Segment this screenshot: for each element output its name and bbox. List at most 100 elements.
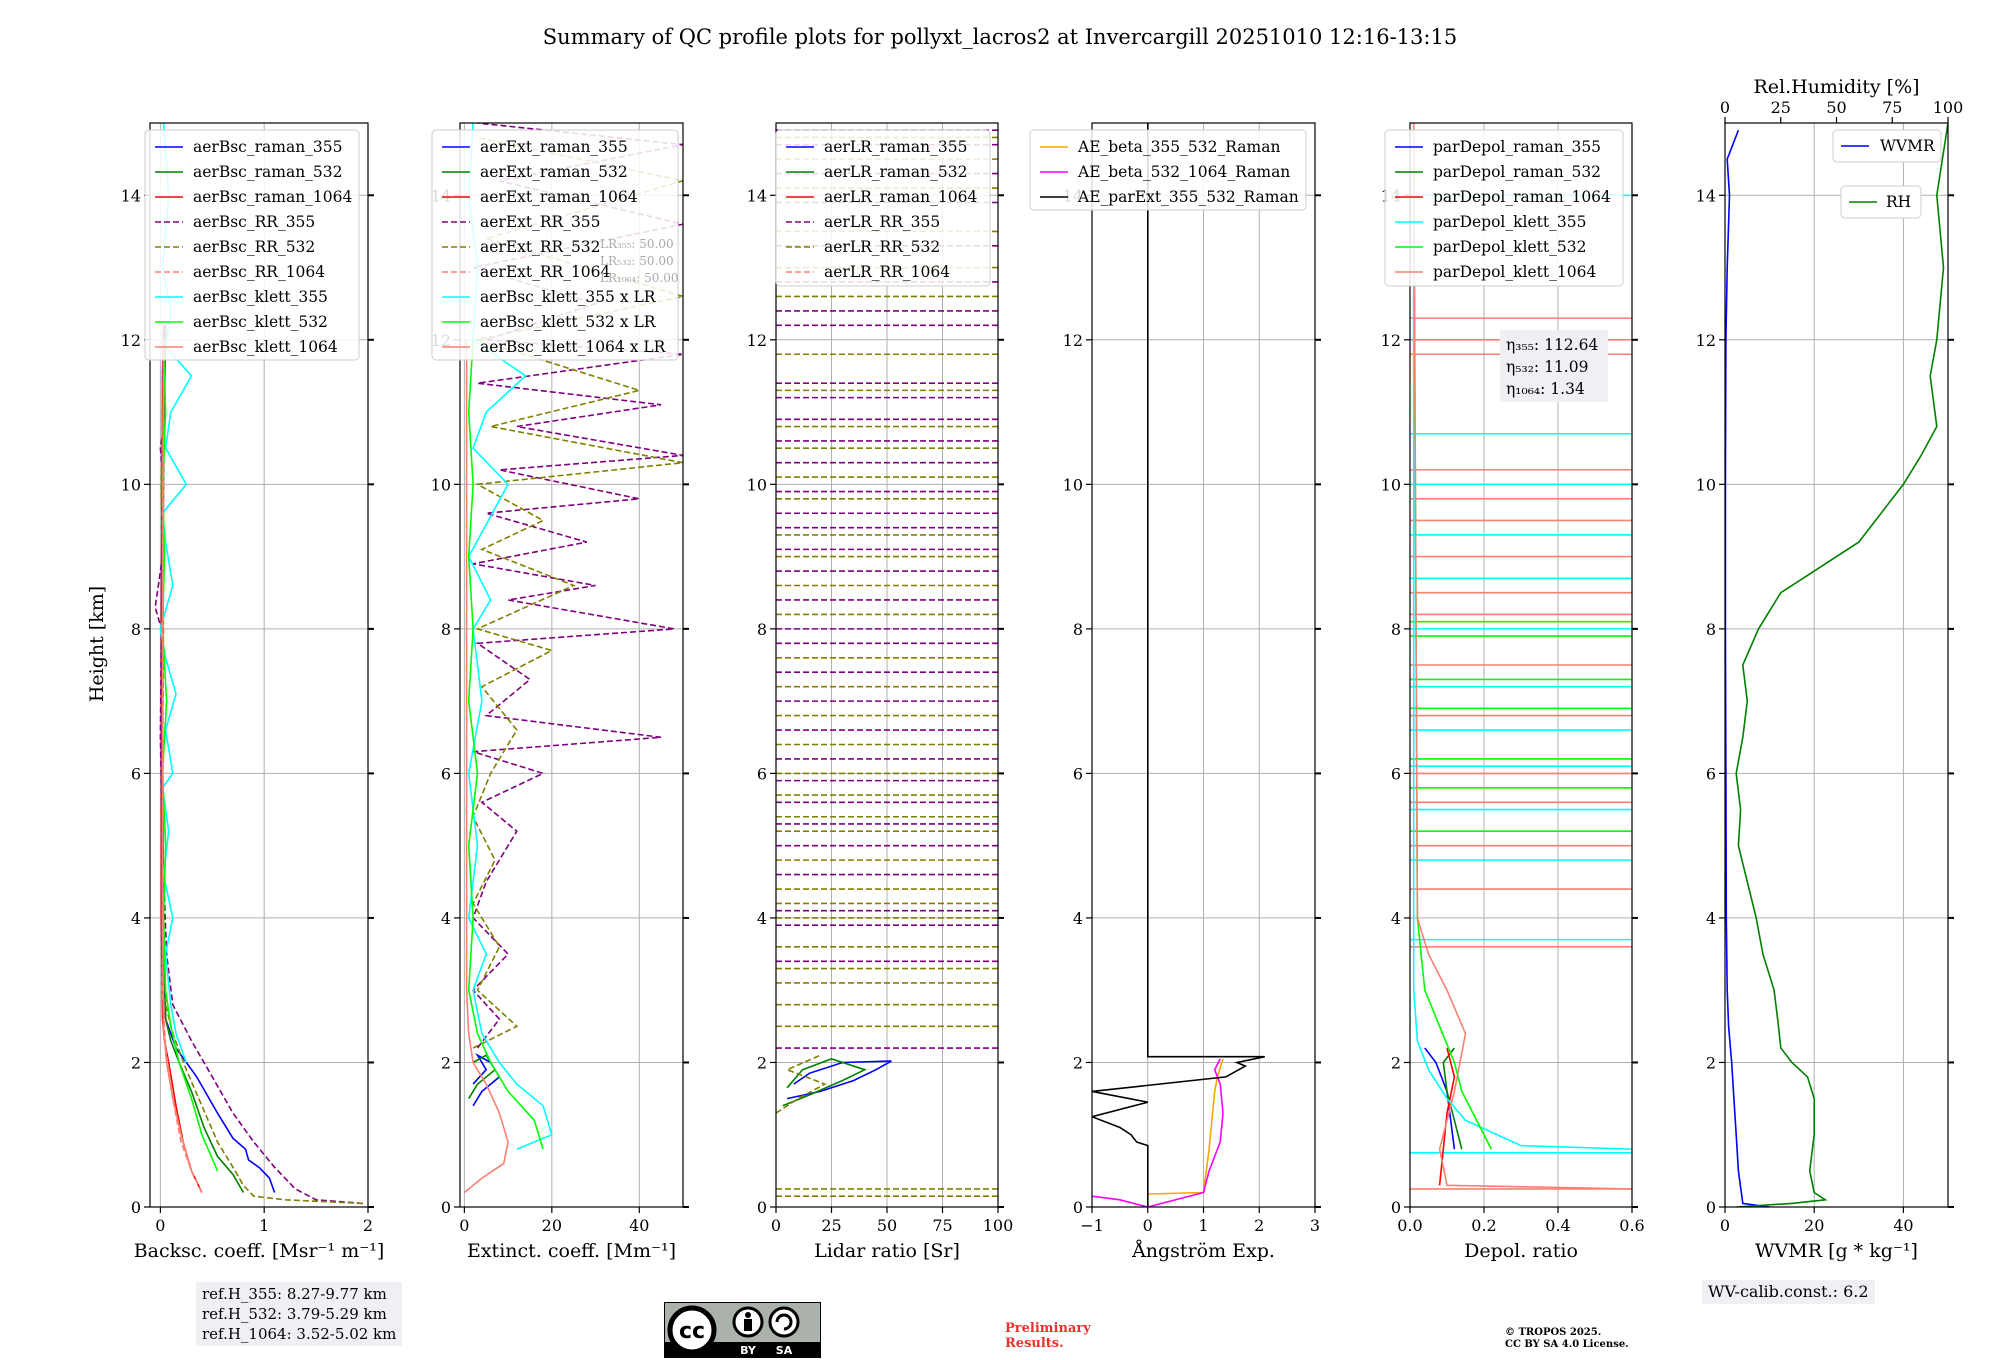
legend-entry: aerBsc_raman_1064 bbox=[193, 188, 353, 206]
legend-entry: aerLR_raman_1064 bbox=[824, 188, 977, 206]
y-tick-label: 10 bbox=[747, 475, 767, 494]
series-parDepol_raman_1064 bbox=[1438, 1047, 1456, 1186]
series-aerBsc_klett_532 x LR bbox=[467, 339, 544, 1150]
x-tick-label: 2 bbox=[1254, 1216, 1264, 1235]
ref-height-532: ref.H_532: 3.79-5.29 km bbox=[202, 1305, 387, 1323]
y-tick-label: 12 bbox=[121, 331, 141, 350]
legend-entry: aerBsc_RR_532 bbox=[193, 238, 315, 256]
legend-rh: RH bbox=[1840, 185, 1922, 219]
panel-lr: 0 2 4 6 8 10 12 14 0 25 50 75 100 Lidar ratio [Sr] aer… bbox=[747, 122, 1013, 1262]
top-tick-label: 75 bbox=[1882, 98, 1902, 117]
legend-entry: aerBsc_RR_355 bbox=[193, 213, 315, 231]
y-tick-label: 4 bbox=[1073, 909, 1083, 928]
x-tick-label: 75 bbox=[932, 1216, 952, 1235]
x-tick-label: 50 bbox=[877, 1216, 897, 1235]
legend-box bbox=[431, 129, 679, 361]
y-tick-label: 10 bbox=[1696, 475, 1716, 494]
y-tick-label: 2 bbox=[441, 1053, 451, 1072]
y-tick-label: 0 bbox=[757, 1198, 767, 1217]
x-tick-label: 0 bbox=[771, 1216, 781, 1235]
x-tick-label: 0 bbox=[1143, 1216, 1153, 1235]
y-tick-label: 8 bbox=[1706, 620, 1716, 639]
x-tick-label: 0.6 bbox=[1619, 1216, 1644, 1235]
y-tick-label: 2 bbox=[131, 1053, 141, 1072]
x-tick-label: 25 bbox=[821, 1216, 841, 1235]
top-tick-label: 50 bbox=[1826, 98, 1846, 117]
wv-calib-constant: WV-calib.const.: 6.2 bbox=[1708, 1282, 1869, 1301]
top-tick-label: 25 bbox=[1771, 98, 1791, 117]
legend-entry: aerExt_raman_355 bbox=[480, 138, 628, 156]
share-alike-icon bbox=[768, 1306, 800, 1338]
x-axis-label: WVMR [g * kg⁻¹] bbox=[1755, 1240, 1918, 1262]
x-tick-label: 40 bbox=[1893, 1216, 1913, 1235]
plot-area bbox=[1092, 123, 1265, 1207]
y-tick-label: 10 bbox=[431, 475, 451, 494]
y-tick-label: 0 bbox=[131, 1198, 141, 1217]
legend-entry: aerLR_raman_355 bbox=[824, 138, 967, 156]
panel-ext: 0246810121402040Extinct. coeff. [Mm⁻¹]ae… bbox=[431, 122, 689, 1262]
legend-entry: aerBsc_klett_355 x LR bbox=[480, 288, 657, 306]
series-WVMR bbox=[1725, 129, 1770, 1207]
series-parDepol_klett_532 bbox=[1412, 123, 1493, 1150]
cc-icon bbox=[667, 1305, 717, 1355]
series-aerBsc_RR_355 bbox=[154, 325, 363, 1205]
y-tick-label: 2 bbox=[1391, 1053, 1401, 1072]
series-aerBsc_klett_355 x LR bbox=[467, 123, 553, 1150]
x-tick-label: 20 bbox=[1804, 1216, 1824, 1235]
series-aerBsc_klett_532 bbox=[161, 339, 219, 1172]
legend-entry: aerBsc_klett_355 bbox=[193, 288, 328, 306]
series-RH bbox=[1735, 123, 1948, 1207]
y-tick-label: 6 bbox=[1391, 764, 1401, 783]
eta-box bbox=[1500, 330, 1608, 402]
y-tick-label: 14 bbox=[121, 186, 141, 205]
legend-entry: parDepol_raman_532 bbox=[1433, 163, 1601, 181]
y-tick-label: 6 bbox=[1073, 764, 1083, 783]
ref-height-1064: ref.H_1064: 3.52-5.02 km bbox=[202, 1325, 397, 1343]
lidar-ratio-note: LR₃₅₅: 50.00 bbox=[600, 237, 674, 251]
plot-area bbox=[1725, 123, 1948, 1207]
series-aerBsc_klett_1064 x LR bbox=[463, 339, 509, 1194]
series-aerBsc_klett_1064 bbox=[161, 339, 193, 1172]
legend-entry: aerBsc_klett_532 x LR bbox=[480, 313, 657, 331]
legend-entry: aerLR_RR_355 bbox=[824, 213, 940, 231]
y-tick-label: 12 bbox=[1063, 331, 1083, 350]
cc-by-label: BY bbox=[740, 1344, 757, 1357]
y-tick-label: 8 bbox=[441, 620, 451, 639]
axes-frame bbox=[1409, 122, 1633, 1208]
legend: aerBsc_raman_355 aerBsc_raman_532 aerBsc_r… bbox=[144, 129, 360, 361]
y-tick-label: 12 bbox=[1381, 331, 1401, 350]
x-tick-label: 0 bbox=[155, 1216, 165, 1235]
series-aerBsc_RR_532 bbox=[160, 339, 363, 1205]
axes-frame bbox=[459, 122, 684, 1208]
cc-license-logo: cc BY SA bbox=[664, 1302, 821, 1358]
y-tick-label: 6 bbox=[441, 764, 451, 783]
legend-entry: aerBsc_klett_532 bbox=[193, 313, 328, 331]
lidar-ratio-note: LR₅₃₂: 50.00 bbox=[600, 254, 674, 268]
series-parDepol_klett_1064 bbox=[1412, 123, 1632, 1190]
legend-entry: AE_beta_355_532_Raman bbox=[1077, 138, 1280, 156]
legend-entry: aerBsc_klett_1064 x LR bbox=[480, 338, 667, 356]
y-tick-label: 4 bbox=[757, 909, 767, 928]
x-tick-label: 20 bbox=[542, 1216, 562, 1235]
top-tick-label: 100 bbox=[1933, 98, 1964, 117]
legend-box bbox=[1384, 129, 1624, 287]
figure-title: Summary of QC profile plots for pollyxt_… bbox=[543, 25, 1457, 49]
y-tick-label: 2 bbox=[1706, 1053, 1716, 1072]
reference-height-box: ref.H_355: 8.27-9.77 km ref.H_532: 3.79-… bbox=[196, 1282, 403, 1346]
y-tick-label: 12 bbox=[1696, 331, 1716, 350]
x-tick-label: 40 bbox=[629, 1216, 649, 1235]
panel-wv: 0 2 4 6 8 10 12 14 0 20 40 WVMR [g * kg⁻¹] 0 25 50 75 10… bbox=[1696, 76, 1964, 1262]
legend-entry: aerExt_raman_532 bbox=[480, 163, 628, 181]
top-tick-label: 0 bbox=[1720, 98, 1730, 117]
legend-entry: AE_parExt_355_532_Raman bbox=[1077, 188, 1299, 206]
y-tick-label: 0 bbox=[1706, 1198, 1716, 1217]
y-tick-label: 10 bbox=[121, 475, 141, 494]
y-tick-label: 0 bbox=[1073, 1198, 1083, 1217]
series-AE_beta_532_1064_Raman bbox=[1092, 1058, 1224, 1207]
preliminary-results-note: Preliminary Results. bbox=[1005, 1321, 1091, 1351]
legend-entry: aerBsc_raman_355 bbox=[193, 138, 343, 156]
svg-text:cc: cc bbox=[679, 1319, 705, 1344]
